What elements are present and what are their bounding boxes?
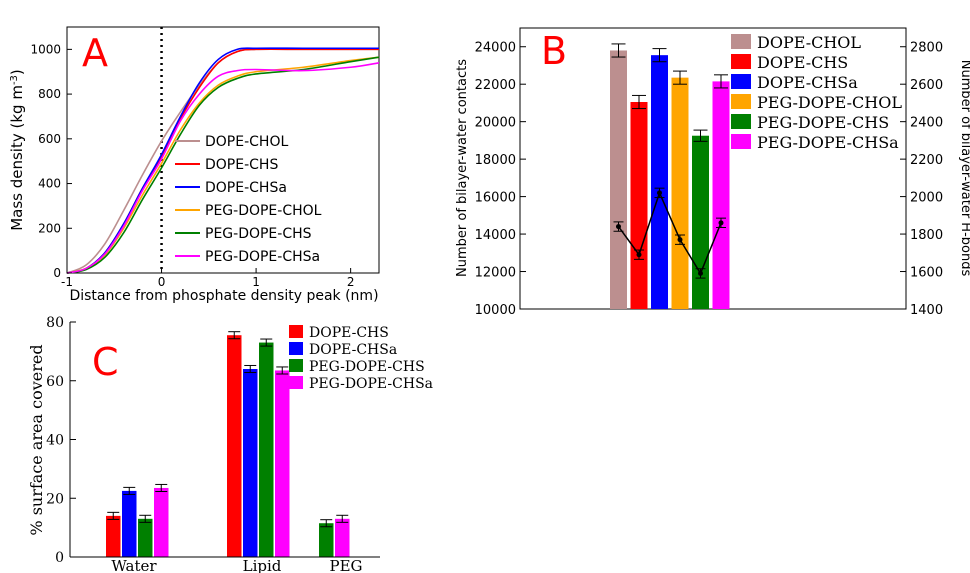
panel-c-letter: C (92, 340, 119, 384)
panel-c-legend: DOPE-CHSDOPE-CHSaPEG-DOPE-CHSPEG-DOPE-CH… (289, 325, 433, 392)
contacts-bar-dope-chs (630, 101, 648, 309)
right-y-tick-label: 1400 (910, 303, 943, 318)
right-y-tick-label: 2000 (910, 191, 943, 206)
y-tick-label: 22000 (475, 78, 516, 93)
y-tick-label: 60 (46, 374, 64, 390)
right-y-tick-label: 2200 (910, 153, 943, 168)
panel-b-right-y-axis-label: Number of bilayer-water H-bonds (958, 60, 970, 277)
panel-a-x-axis-label: Distance from phosphate density peak (nm… (69, 288, 378, 304)
contacts-bar-peg-dope-chol (671, 77, 689, 309)
legend-swatch (731, 74, 751, 89)
panel-a-y-axis-label: Mass density (kg m-3) (8, 69, 26, 231)
legend-entry: PEG-DOPE-CHSa (205, 249, 320, 265)
legend-entry: PEG-DOPE-CHS (309, 359, 425, 375)
hbond-point (677, 237, 683, 243)
panel-a-letter: A (82, 31, 108, 75)
legend-entry: DOPE-CHOL (205, 134, 288, 150)
panel-b-y-axis-label: Number of bilayer-water contacts (455, 59, 470, 277)
density-curve-peg-dope-chsa (66, 61, 380, 274)
contacts-bar-peg-dope-chs (692, 135, 709, 309)
right-y-tick-label: 2800 (910, 41, 943, 56)
legend-entry: DOPE-CHS (757, 53, 848, 72)
legend-swatch (289, 325, 303, 338)
hbond-point (718, 220, 724, 226)
legend-entry: DOPE-CHS (205, 157, 278, 173)
x-tick-label: PEG (329, 557, 362, 573)
x-tick-label: 2 (347, 275, 355, 289)
y-tick-label: 20000 (475, 116, 516, 131)
panel-b-legend: DOPE-CHOLDOPE-CHSDOPE-CHSaPEG-DOPE-CHOLP… (731, 33, 902, 152)
y-tick-label: 10000 (475, 303, 516, 318)
coverage-bar-peg-dope-chsa (275, 370, 290, 557)
coverage-bar-dope-chs (227, 335, 242, 557)
y-tick-label: 200 (38, 221, 61, 235)
legend-entry: PEG-DOPE-CHOL (757, 93, 902, 112)
coverage-bar-peg-dope-chsa (335, 518, 350, 557)
y-tick-label: 18000 (475, 153, 516, 168)
y-tick-label: 1000 (30, 42, 61, 56)
hbond-point (657, 190, 662, 196)
y-tick-label: 0 (55, 550, 64, 566)
right-y-tick-label: 2400 (910, 116, 943, 131)
y-tick-label: 24000 (475, 41, 516, 56)
legend-swatch (731, 114, 751, 129)
legend-entry: PEG-DOPE-CHS (757, 113, 889, 132)
panel-c-y-axis-label: % surface area covered (27, 344, 46, 535)
right-y-tick-label: 1800 (910, 228, 943, 243)
y-tick-label: 600 (38, 132, 61, 146)
y-tick-label: 800 (38, 87, 61, 101)
x-tick-label: 1 (252, 275, 260, 289)
y-tick-label: 400 (38, 177, 61, 191)
panel-c: 0 20 40 60 80 Water Lipid PEG % surface area c… (27, 315, 433, 573)
y-tick-label: 40 (46, 433, 64, 449)
x-tick-label: Lipid (243, 557, 282, 573)
legend-swatch (731, 94, 751, 109)
y-tick-label: 16000 (475, 191, 516, 206)
right-y-tick-label: 1600 (910, 266, 943, 281)
legend-swatch (289, 359, 303, 372)
panel-a-legend: DOPE-CHOL DOPE-CHS DOPE-CHSa PEG-DOPE-CHOL P… (175, 134, 322, 265)
coverage-bar-dope-chsa (122, 490, 137, 557)
legend-entry: PEG-DOPE-CHSa (757, 133, 899, 152)
legend-entry: PEG-DOPE-CHSa (309, 376, 433, 392)
y-tick-label: 12000 (475, 266, 516, 281)
legend-entry: DOPE-CHOL (757, 33, 861, 52)
legend-entry: DOPE-CHSa (757, 73, 858, 92)
legend-entry: PEG-DOPE-CHS (205, 226, 312, 242)
legend-swatch (731, 54, 751, 69)
y-tick-label: 20 (46, 491, 64, 507)
x-tick-label: Water (111, 557, 157, 573)
legend-swatch (289, 376, 303, 389)
legend-entry: DOPE-CHSa (205, 180, 287, 196)
legend-swatch (731, 134, 751, 149)
panel-b-letter: B (541, 29, 567, 73)
right-y-tick-label: 2600 (910, 78, 943, 93)
panel-b: 10000 12000 14000 16000 18000 20000 22000 24000… (455, 27, 970, 318)
hbond-point (636, 252, 642, 258)
legend-entry: PEG-DOPE-CHOL (205, 203, 322, 219)
coverage-bar-peg-dope-chsa (154, 487, 169, 557)
legend-swatch (731, 34, 751, 49)
coverage-bar-dope-chs (106, 515, 121, 557)
legend-entry: DOPE-CHS (309, 325, 389, 341)
contacts-bar-dope-chsa (651, 55, 668, 310)
coverage-bar-peg-dope-chs (259, 342, 274, 557)
contacts-bar-dope-chol (610, 50, 627, 309)
x-tick-label: 0 (158, 275, 166, 289)
contacts-bar-peg-dope-chsa (712, 81, 730, 309)
x-tick-label: -1 (61, 275, 73, 289)
panel-a-frame (66, 26, 380, 274)
legend-entry: DOPE-CHSa (309, 342, 397, 358)
legend-swatch (289, 342, 303, 355)
y-tick-label: 14000 (475, 228, 516, 243)
coverage-bar-dope-chsa (243, 369, 258, 557)
y-tick-label: 0 (53, 266, 61, 280)
y-tick-label: 80 (46, 315, 64, 331)
hbond-point (698, 270, 703, 276)
coverage-bar-peg-dope-chs (319, 523, 334, 557)
hbond-point (616, 224, 621, 230)
coverage-bar-peg-dope-chs (138, 518, 153, 557)
